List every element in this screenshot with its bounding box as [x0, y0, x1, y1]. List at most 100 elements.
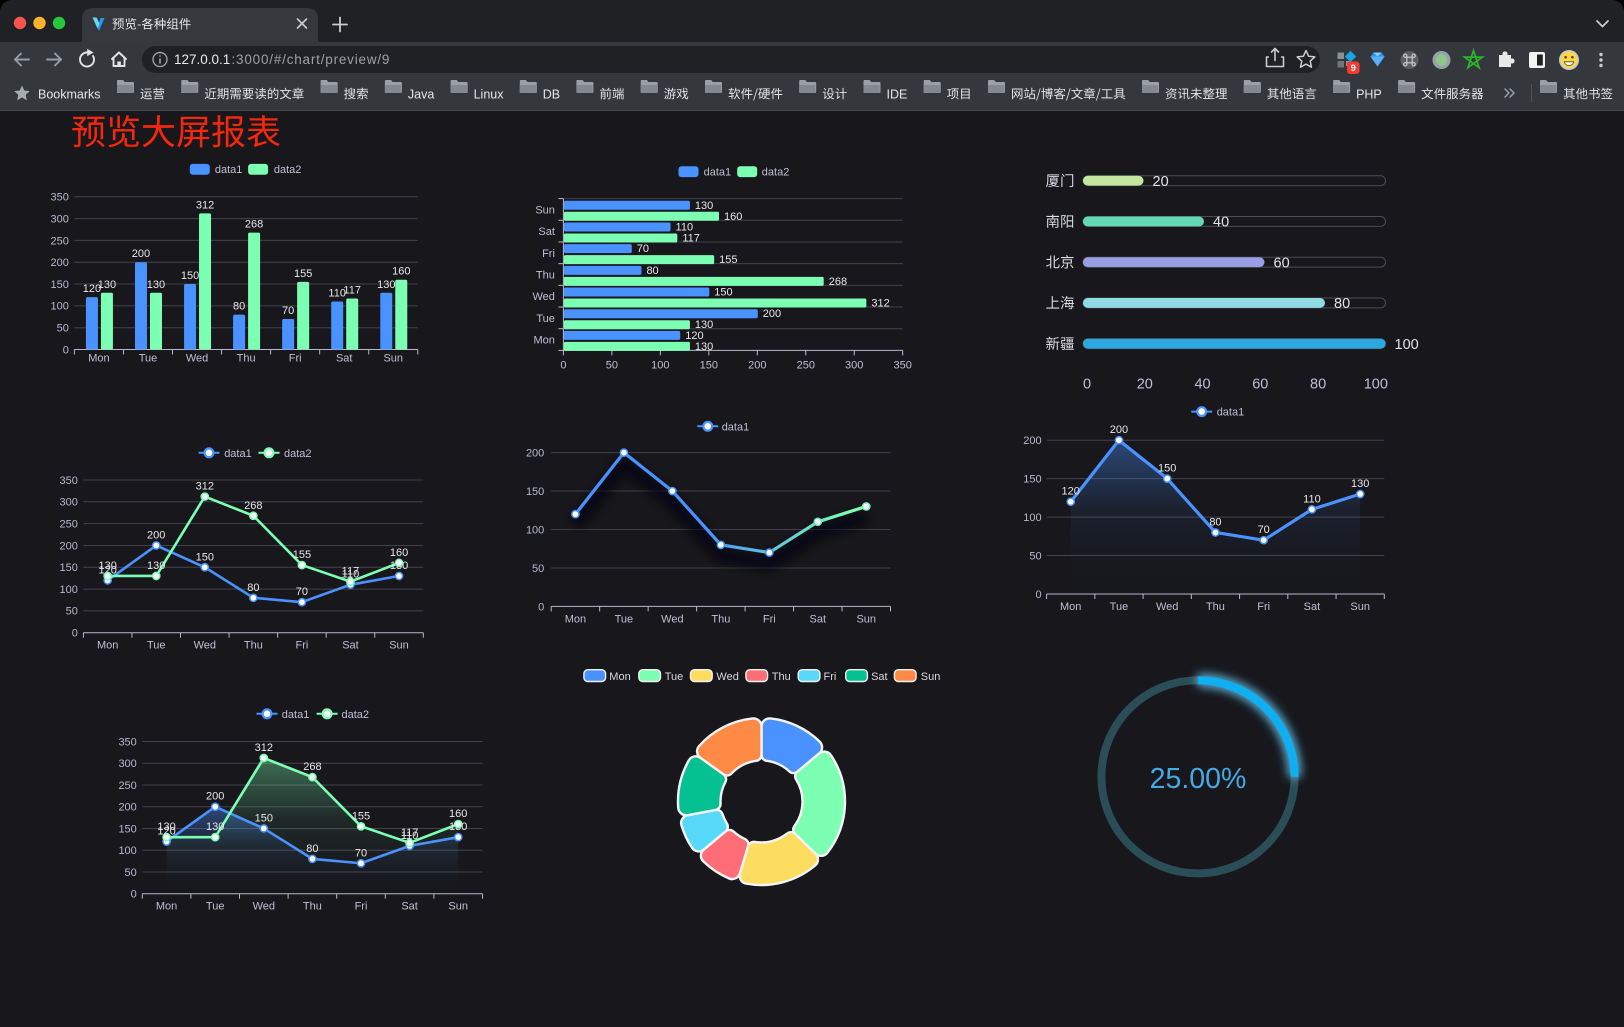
svg-text:100: 100 [1395, 337, 1419, 353]
svg-text:Sat: Sat [810, 614, 827, 626]
svg-text:150: 150 [181, 270, 199, 282]
svg-text:Mon: Mon [1060, 601, 1081, 613]
svg-text:Sat: Sat [538, 226, 555, 238]
svg-text:200: 200 [1023, 435, 1041, 447]
svg-text:Thu: Thu [237, 353, 256, 365]
svg-text:120: 120 [1062, 486, 1080, 498]
svg-text:Wed: Wed [194, 640, 216, 652]
svg-text:50: 50 [66, 606, 78, 618]
svg-text:data2: data2 [284, 448, 312, 460]
svg-text:Tue: Tue [615, 614, 634, 626]
svg-text:110: 110 [328, 288, 346, 300]
svg-text:117: 117 [343, 284, 361, 296]
svg-text:0: 0 [1035, 589, 1041, 601]
svg-text:Tue: Tue [536, 313, 555, 325]
svg-text:Wed: Wed [253, 901, 275, 913]
svg-text:0: 0 [538, 601, 544, 613]
svg-text:130: 130 [147, 560, 165, 572]
svg-text:200: 200 [526, 447, 544, 459]
svg-text:160: 160 [392, 266, 410, 278]
svg-text:0: 0 [131, 889, 137, 901]
svg-text:100: 100 [51, 301, 69, 313]
svg-text:Fri: Fri [824, 671, 837, 683]
svg-text:130: 130 [157, 821, 175, 833]
svg-text:110: 110 [676, 221, 694, 233]
svg-text:60: 60 [1252, 377, 1268, 393]
svg-text:130: 130 [147, 279, 165, 291]
svg-text:IDE: IDE [887, 87, 908, 101]
svg-text:150: 150 [1158, 463, 1176, 475]
svg-text:117: 117 [682, 232, 700, 244]
svg-text:25.00%: 25.00% [1150, 763, 1247, 795]
svg-text:100: 100 [1364, 377, 1388, 393]
svg-text:Mon: Mon [88, 353, 109, 365]
svg-text:130: 130 [695, 200, 713, 212]
svg-text:268: 268 [303, 761, 321, 773]
svg-text:9: 9 [1351, 63, 1356, 74]
svg-text:Sat: Sat [336, 353, 353, 365]
svg-text:150: 150 [1023, 474, 1041, 486]
svg-text:Fri: Fri [355, 901, 368, 913]
svg-text:200: 200 [763, 308, 781, 320]
svg-text::3000/#/chart/preview/9: :3000/#/chart/preview/9 [232, 52, 391, 67]
svg-text:Mon: Mon [565, 614, 586, 626]
svg-text:200: 200 [1110, 424, 1128, 436]
svg-text:data2: data2 [342, 709, 370, 721]
svg-text:data2: data2 [762, 167, 790, 179]
svg-text:150: 150 [196, 551, 214, 563]
svg-text:160: 160 [724, 211, 742, 223]
svg-text:155: 155 [293, 549, 311, 561]
svg-text:Sat: Sat [871, 671, 888, 683]
svg-text:120: 120 [157, 826, 175, 838]
svg-text:250: 250 [51, 235, 69, 247]
svg-text:0: 0 [63, 344, 69, 356]
svg-text:110: 110 [1303, 493, 1321, 505]
svg-text:data2: data2 [274, 164, 302, 176]
svg-text:100: 100 [526, 524, 544, 536]
svg-text:300: 300 [60, 497, 78, 509]
svg-text:100: 100 [118, 845, 136, 857]
svg-text:200: 200 [132, 248, 150, 260]
svg-text:Tue: Tue [206, 901, 225, 913]
svg-text:Wed: Wed [716, 671, 738, 683]
svg-text:150: 150 [700, 360, 718, 372]
svg-text:Mon: Mon [156, 901, 177, 913]
svg-text:150: 150 [714, 287, 732, 299]
svg-text:312: 312 [196, 199, 214, 211]
svg-text:117: 117 [401, 827, 419, 839]
svg-text:150: 150 [60, 562, 78, 574]
svg-text:data1: data1 [282, 709, 310, 721]
svg-text:50: 50 [606, 360, 618, 372]
svg-text:80: 80 [233, 301, 245, 313]
svg-text:155: 155 [352, 810, 370, 822]
svg-text:0: 0 [1083, 377, 1091, 393]
svg-text:150: 150 [51, 279, 69, 291]
svg-text:268: 268 [245, 219, 263, 231]
svg-text:130: 130 [206, 821, 224, 833]
svg-text:250: 250 [118, 780, 136, 792]
svg-text:0: 0 [72, 628, 78, 640]
svg-text:Mon: Mon [97, 640, 118, 652]
svg-text:350: 350 [51, 192, 69, 204]
svg-text:Wed: Wed [532, 291, 554, 303]
svg-text:Thu: Thu [303, 901, 322, 913]
svg-text:Fri: Fri [542, 248, 555, 260]
svg-text:312: 312 [196, 481, 214, 493]
svg-text:50: 50 [532, 563, 544, 575]
svg-text:Sun: Sun [856, 614, 876, 626]
svg-text:300: 300 [118, 758, 136, 770]
svg-text:350: 350 [118, 736, 136, 748]
svg-text:268: 268 [244, 500, 262, 512]
svg-text:60: 60 [1274, 255, 1290, 271]
svg-text:70: 70 [296, 586, 308, 598]
svg-text:200: 200 [748, 360, 766, 372]
svg-text:Tue: Tue [1110, 601, 1129, 613]
svg-text:80: 80 [306, 843, 318, 855]
svg-text:Fri: Fri [289, 353, 302, 365]
svg-text:0: 0 [560, 360, 566, 372]
svg-text:Sun: Sun [1350, 601, 1370, 613]
svg-text:Thu: Thu [711, 614, 730, 626]
svg-text:50: 50 [57, 323, 69, 335]
svg-text:70: 70 [1258, 524, 1270, 536]
svg-text:120: 120 [83, 283, 101, 295]
